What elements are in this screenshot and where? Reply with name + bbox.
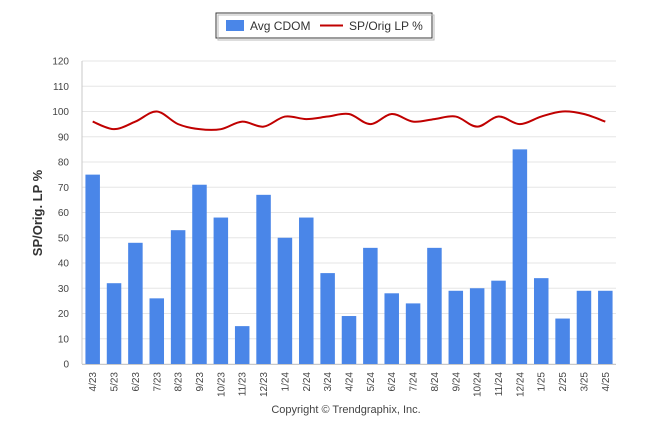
y-tick-label: 90	[58, 132, 70, 143]
x-tick-label: 11/24	[494, 372, 505, 397]
y-tick-label: 30	[58, 284, 70, 295]
x-tick-label: 10/24	[473, 372, 484, 397]
y-tick-label: 80	[58, 158, 70, 169]
bar-avg-cdom-2-24	[299, 217, 314, 364]
bar-avg-cdom-10-23	[213, 217, 229, 364]
bar-avg-cdom-1-25	[533, 278, 549, 364]
y-tick-label: 10	[58, 334, 70, 345]
y-tick-label: 70	[58, 183, 70, 194]
x-tick-label: 6/24	[387, 372, 398, 392]
y-tick-label: 120	[52, 57, 69, 68]
x-tick-label: 10/23	[216, 372, 227, 397]
x-tick-label: 9/24	[451, 372, 462, 392]
bar-avg-cdom-11-23	[234, 326, 250, 364]
x-tick-label: 5/23	[110, 372, 121, 392]
bar-avg-cdom-3-24	[320, 273, 335, 364]
bar-avg-cdom-7-23	[149, 298, 165, 364]
legend: Avg CDOM SP/Orig LP %	[215, 12, 435, 41]
bar-avg-cdom-5-24	[363, 247, 378, 364]
bar-avg-cdom-6-23	[128, 242, 143, 364]
bar-avg-cdom-11-24	[491, 280, 506, 364]
x-tick-label: 4/23	[88, 372, 99, 392]
y-tick-labels: 0 10 20 30 40 50 60 70 80 90 100 110 120	[52, 57, 69, 371]
bar-series	[85, 149, 613, 364]
y-tick-label: 100	[52, 107, 69, 118]
x-tick-label: 4/24	[345, 372, 356, 392]
y-axis-title: SP/Orig. LP %	[30, 169, 45, 256]
x-tick-label: 8/23	[174, 372, 185, 392]
bar-avg-cdom-12-24	[512, 149, 528, 364]
x-tick-label: 8/24	[430, 372, 441, 392]
x-tick-label: 2/24	[302, 372, 313, 392]
x-tick-label: 7/23	[152, 372, 163, 392]
x-tick-label: 3/25	[579, 372, 590, 392]
bar-avg-cdom-3-25	[576, 290, 592, 364]
x-tick-label: 5/24	[366, 372, 377, 392]
bar-avg-cdom-5-23	[106, 283, 122, 364]
y-tick-label: 40	[58, 259, 70, 270]
x-tick-label: 4/25	[601, 372, 612, 392]
x-tick-label: 6/23	[131, 372, 142, 392]
y-tick-label: 50	[58, 233, 70, 244]
bar-avg-cdom-8-24	[427, 247, 442, 364]
bar-avg-cdom-12-23	[256, 194, 271, 364]
y-tick-label: 20	[58, 309, 70, 320]
legend-label-sp-orig-lp: SP/Orig LP %	[349, 19, 423, 33]
x-tick-label: 9/23	[195, 372, 206, 392]
bar-avg-cdom-9-24	[448, 290, 464, 364]
bar-avg-cdom-1-24	[277, 237, 293, 364]
copyright-footer: Copyright © Trendgraphix, Inc.	[271, 404, 420, 416]
legend-swatch-avg-cdom	[226, 20, 244, 31]
line-sp-orig-lp	[92, 110, 606, 131]
x-tick-label: 1/25	[537, 372, 548, 392]
legend-label-avg-cdom: Avg CDOM	[250, 19, 310, 33]
y-tick-label: 0	[63, 360, 69, 371]
y-tick-label: 110	[53, 82, 69, 93]
x-tick-label: 7/24	[409, 372, 420, 392]
x-tick-label: 12/24	[515, 372, 526, 397]
y-tick-label: 60	[58, 208, 70, 219]
legend-shadow	[217, 14, 435, 41]
x-tick-label: 1/24	[280, 372, 291, 392]
bar-avg-cdom-10-24	[469, 288, 485, 364]
bar-avg-cdom-7-24	[405, 303, 421, 364]
x-tick-labels: 4/23 5/23 6/23 7/23 8/23 9/23 10/23 11/23 12/23 1…	[88, 372, 612, 397]
bar-avg-cdom-4-23	[85, 174, 100, 364]
axes	[81, 61, 616, 365]
bar-avg-cdom-2-25	[555, 318, 570, 364]
x-tick-label: 2/25	[558, 372, 569, 392]
bar-avg-cdom-4-24	[341, 316, 357, 364]
bar-avg-cdom-9-23	[192, 184, 207, 364]
x-tick-label: 11/23	[238, 372, 249, 397]
x-tick-label: 3/24	[323, 372, 334, 392]
bar-avg-cdom-6-24	[384, 293, 399, 364]
x-tick-label: 12/23	[259, 372, 270, 397]
line-series	[92, 110, 606, 131]
bar-avg-cdom-8-23	[170, 230, 186, 364]
bar-avg-cdom-4-25	[598, 290, 613, 364]
